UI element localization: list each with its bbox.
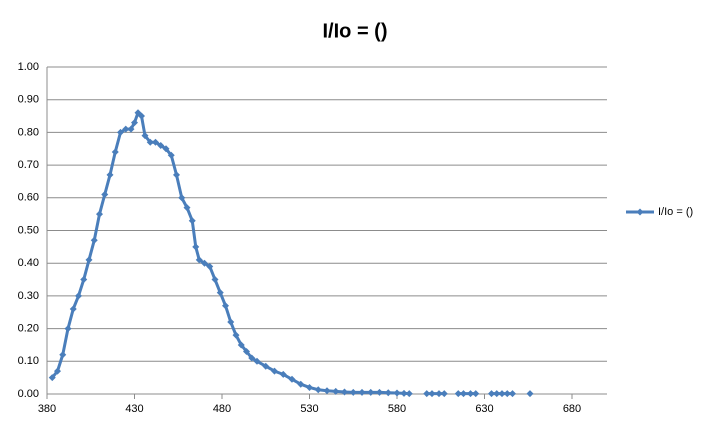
marker <box>117 128 124 136</box>
marker <box>498 390 506 398</box>
marker <box>54 367 61 375</box>
marker <box>127 125 135 133</box>
marker <box>80 276 88 284</box>
marker <box>206 262 214 270</box>
marker <box>460 390 467 398</box>
marker <box>279 370 287 378</box>
marker <box>146 138 154 146</box>
marker <box>222 302 229 310</box>
marker <box>253 357 261 365</box>
marker <box>195 256 203 264</box>
marker <box>384 389 392 397</box>
marker <box>262 362 270 370</box>
y-tick-label: 0.70 <box>18 159 39 171</box>
x-tick-label: 680 <box>563 403 581 415</box>
marker <box>96 210 103 218</box>
marker <box>440 390 448 398</box>
marker <box>271 367 278 375</box>
series-line <box>52 113 530 394</box>
marker <box>64 325 72 333</box>
marker <box>106 171 114 179</box>
marker <box>188 217 196 225</box>
marker <box>472 390 480 398</box>
y-tick-label: 0.60 <box>18 192 39 204</box>
y-tick-label: 0.50 <box>18 224 39 236</box>
x-tick-label: 380 <box>38 403 56 415</box>
marker <box>111 148 119 156</box>
marker <box>152 138 159 146</box>
x-tick-label: 480 <box>213 403 231 415</box>
legend-label: I/Io = () <box>658 206 693 218</box>
marker <box>400 389 408 397</box>
marker <box>138 112 145 120</box>
marker <box>122 125 130 133</box>
marker <box>131 119 138 127</box>
y-tick-label: 0.40 <box>18 257 39 269</box>
marker <box>192 243 200 251</box>
marker <box>454 390 462 398</box>
y-tick-label: 0.80 <box>18 126 39 138</box>
marker <box>201 259 208 267</box>
marker <box>306 383 313 391</box>
marker <box>141 132 149 140</box>
marker <box>323 387 331 395</box>
marker <box>85 256 93 264</box>
marker <box>167 151 175 159</box>
marker <box>162 145 170 153</box>
marker <box>367 388 375 396</box>
marker <box>248 354 256 362</box>
y-tick-label: 0.90 <box>18 94 39 106</box>
marker <box>526 390 534 398</box>
marker <box>59 351 67 359</box>
marker <box>341 388 348 396</box>
y-tick-label: 0.00 <box>18 388 39 400</box>
marker <box>216 289 224 297</box>
legend-marker <box>636 208 644 216</box>
marker <box>332 387 340 395</box>
chart-title: I/Io = () <box>323 20 388 42</box>
marker <box>288 375 296 383</box>
marker <box>435 390 443 398</box>
marker <box>48 374 56 382</box>
marker <box>314 386 322 394</box>
marker <box>393 389 401 397</box>
marker <box>237 341 245 349</box>
marker <box>69 305 77 313</box>
marker <box>488 390 495 398</box>
marker <box>493 390 501 398</box>
marker <box>405 390 413 398</box>
marker <box>75 292 82 300</box>
marker <box>157 141 165 149</box>
marker <box>349 388 357 396</box>
marker <box>376 388 383 396</box>
marker <box>423 390 431 398</box>
marker <box>211 276 219 284</box>
marker <box>227 318 235 326</box>
x-tick-label: 530 <box>300 403 318 415</box>
y-tick-label: 0.30 <box>18 290 39 302</box>
marker <box>178 194 186 202</box>
y-tick-label: 1.00 <box>18 61 39 73</box>
marker <box>243 347 250 355</box>
x-tick-label: 630 <box>475 403 493 415</box>
marker <box>509 390 516 398</box>
x-tick-label: 580 <box>388 403 406 415</box>
marker <box>358 388 366 396</box>
marker <box>183 204 191 212</box>
y-tick-label: 0.20 <box>18 323 39 335</box>
marker <box>503 390 511 398</box>
marker <box>232 331 240 339</box>
marker <box>297 380 305 388</box>
x-tick-label: 430 <box>125 403 143 415</box>
y-tick-label: 0.10 <box>18 355 39 367</box>
marker <box>173 171 180 179</box>
marker <box>428 390 436 398</box>
marker <box>101 191 109 199</box>
marker <box>90 236 98 244</box>
marker <box>467 390 474 398</box>
